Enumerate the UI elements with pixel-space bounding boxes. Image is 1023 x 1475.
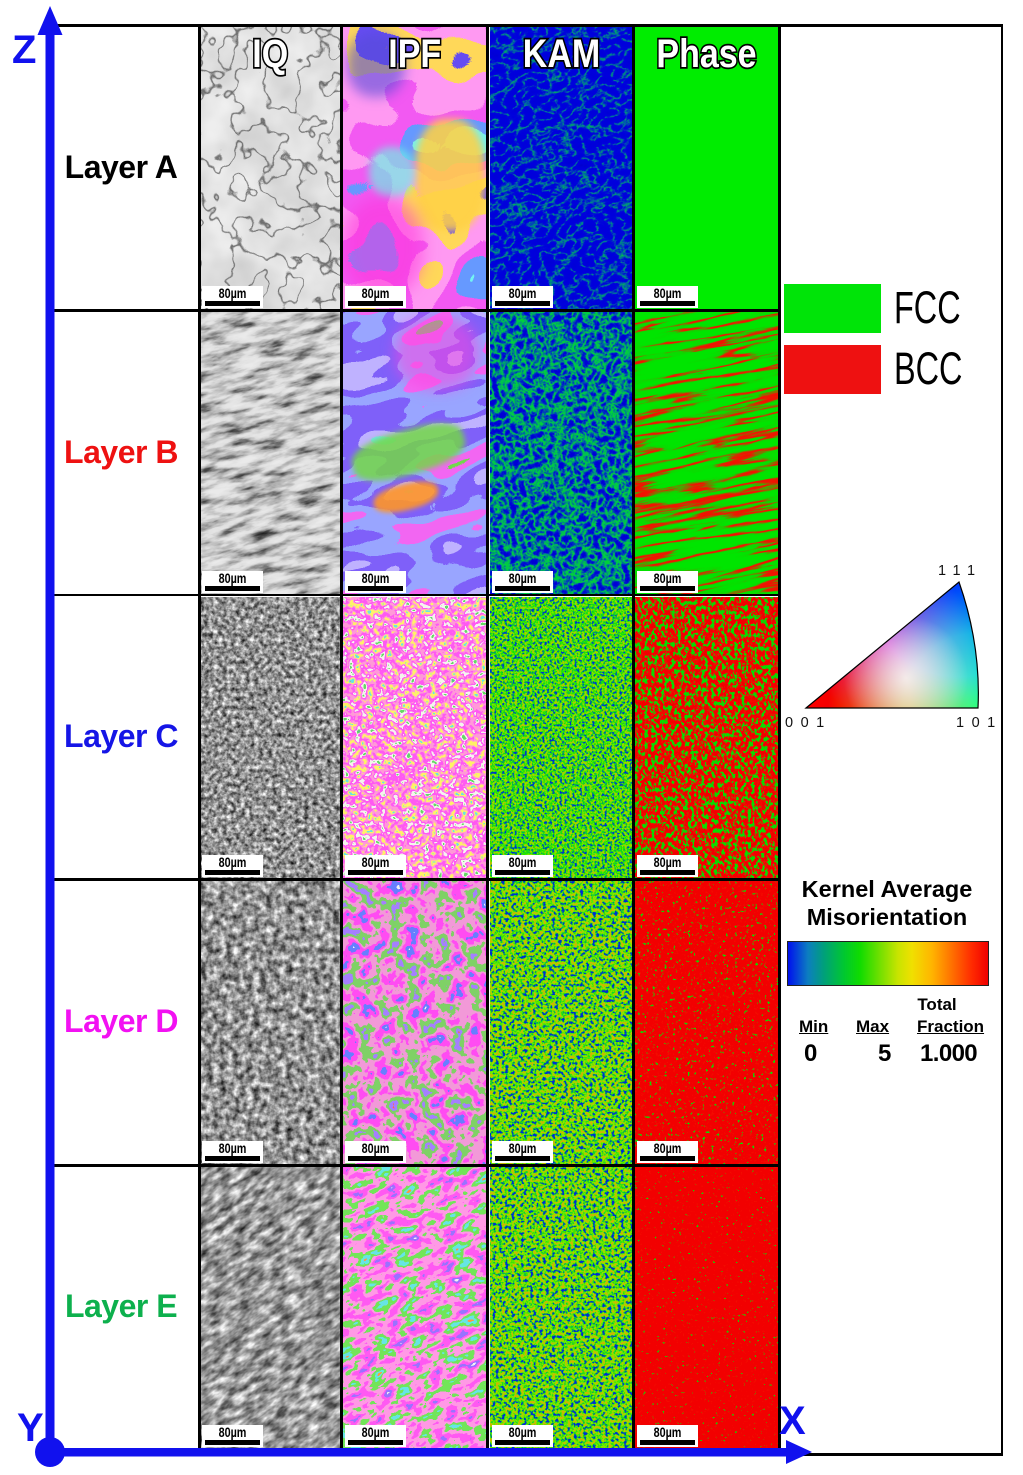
svg-text:X: X (779, 1399, 806, 1443)
svg-text:IQ: IQ (252, 30, 288, 75)
svg-text:Phase: Phase (656, 30, 756, 75)
svg-text:101: 101 (956, 715, 1003, 731)
svg-text:111: 111 (938, 563, 983, 579)
svg-text:001: 001 (785, 715, 832, 731)
svg-text:IPF: IPF (388, 30, 441, 75)
svg-text:Z: Z (12, 28, 36, 72)
svg-text:Y: Y (17, 1406, 44, 1450)
svg-text:KAM: KAM (522, 30, 599, 75)
